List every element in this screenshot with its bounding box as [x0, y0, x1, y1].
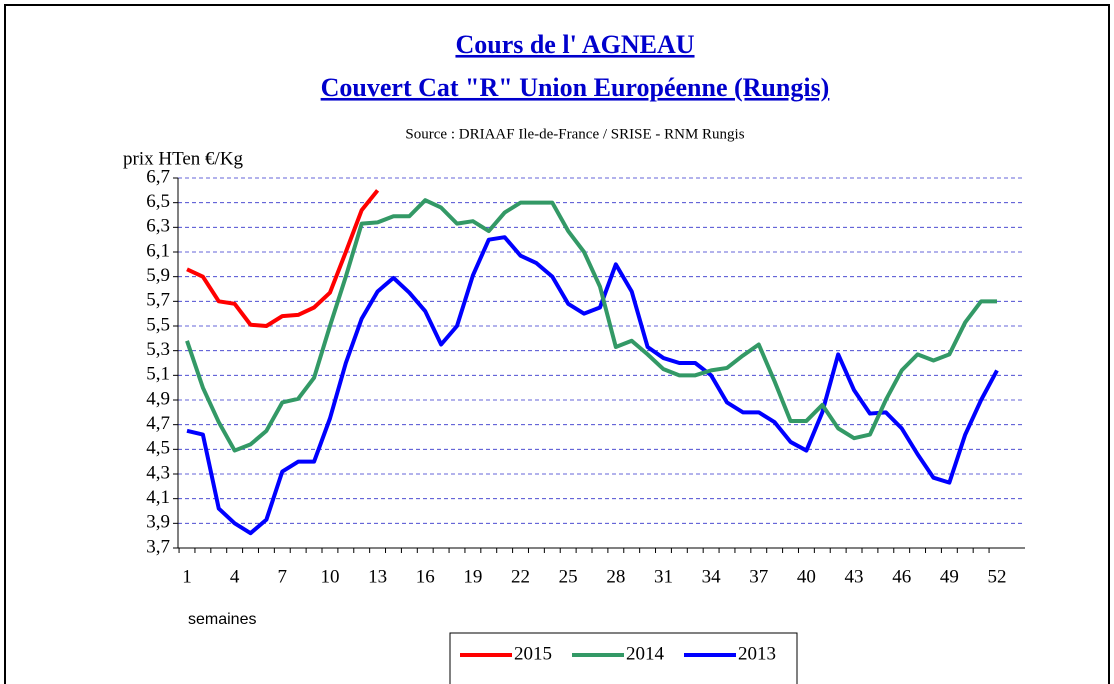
- chart-title: Cours de l' AGNEAU: [455, 30, 694, 59]
- legend-label: 2013: [738, 643, 776, 664]
- x-tick-label: 4: [230, 566, 240, 587]
- y-tick-label: 5,3: [146, 339, 170, 360]
- source: Source : DRIAAF Ile-de-France / SRISE - …: [405, 126, 744, 142]
- x-tick-label: 46: [892, 566, 911, 587]
- legend-label: 2014: [626, 643, 665, 664]
- x-tick-label: 28: [606, 566, 625, 587]
- x-tick-label: 19: [463, 566, 482, 587]
- x-tick-label: 49: [940, 566, 959, 587]
- y-tick-label: 6,1: [146, 240, 170, 261]
- x-tick-label: 40: [797, 566, 816, 587]
- series-line: [186, 189, 380, 328]
- legend: [449, 632, 798, 684]
- x-tick-label: 10: [320, 566, 339, 587]
- x-tick-label: 7: [278, 566, 288, 587]
- frame: [4, 4, 1110, 684]
- y-axis-label: prix HTen €/Kg: [123, 148, 244, 169]
- y-tick-label: 4,7: [146, 413, 170, 434]
- y-tick-label: 6,7: [146, 166, 170, 187]
- y-tick-label: 5,9: [146, 265, 170, 286]
- y-tick-label: 5,7: [146, 290, 170, 311]
- y-tick-label: 4,3: [146, 462, 170, 483]
- series-line: [186, 235, 999, 536]
- series-line: [185, 198, 997, 453]
- y-tick-label: 5,1: [146, 364, 170, 385]
- y-tick-label: 4,9: [146, 388, 170, 409]
- x-tick-label: 16: [416, 566, 435, 587]
- y-tick-label: 6,3: [146, 216, 170, 237]
- y-tick-label: 4,1: [146, 487, 170, 508]
- y-tick-label: 5,5: [146, 314, 170, 335]
- x-axis-label: semaines: [188, 611, 256, 628]
- x-tick-label: 13: [368, 566, 387, 587]
- y-tick-label: 6,5: [146, 191, 170, 212]
- y-tick-label: 3,9: [146, 512, 170, 533]
- x-tick-label: 22: [511, 566, 530, 587]
- legend-label: 2015: [514, 643, 552, 664]
- x-tick-label: 37: [749, 566, 768, 587]
- x-tick-label: 34: [702, 566, 722, 587]
- x-tick-label: 52: [988, 566, 1007, 587]
- y-tick-label: 4,5: [146, 438, 170, 459]
- x-tick-label: 25: [559, 566, 578, 587]
- x-tick-label: 1: [182, 566, 192, 587]
- x-tick-label: 43: [845, 566, 864, 587]
- chart-subtitle: Couvert Cat "R" Union Européenne (Rungis…: [321, 73, 830, 102]
- y-tick-label: 3,7: [146, 536, 170, 557]
- x-tick-label: 31: [654, 566, 673, 587]
